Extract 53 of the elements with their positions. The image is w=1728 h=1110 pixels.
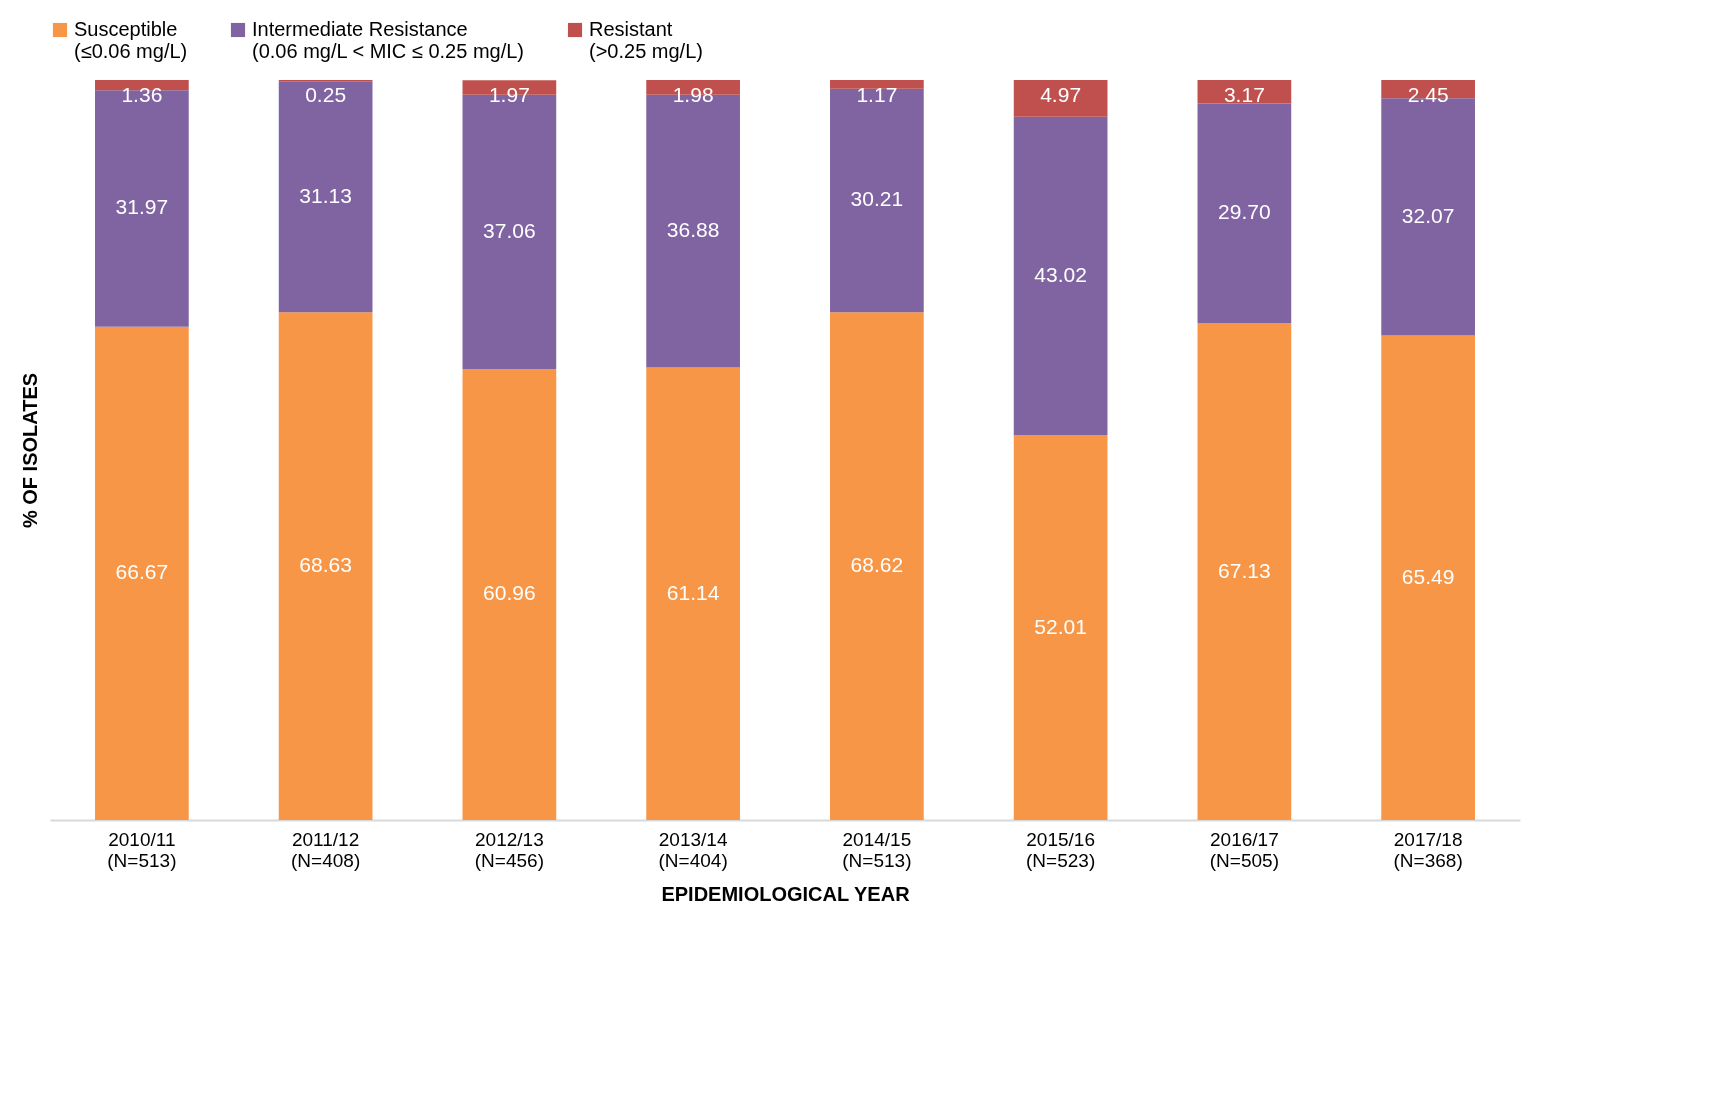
data-label: 68.62 [850,553,904,577]
x-tick-label: 2012/13 (N=456) [474,828,544,871]
data-label: 3.17 [1223,83,1265,107]
bar [830,88,924,313]
data-label: 66.67 [115,560,169,584]
data-label: 68.63 [299,553,352,577]
data-label: 1.36 [121,83,163,107]
x-tick-label: 2011/12 (N=408) [291,828,361,871]
bar [95,326,189,820]
data-label: 1.17 [856,83,898,107]
data-label: 65.49 [1401,564,1455,588]
bar [1013,80,1108,117]
x-tick-label: 2014/15 (N=513) [842,828,912,871]
bar [1197,80,1292,104]
bar [1013,116,1108,436]
data-label: 31.97 [115,195,169,219]
y-axis-title: % OF ISOLATES [18,372,41,529]
data-label: 60.96 [483,581,536,605]
data-label: 67.13 [1218,558,1271,582]
data-label: 31.13 [299,184,352,208]
bar [1013,435,1108,820]
x-tick-label: 2016/17 (N=505) [1209,828,1279,871]
data-label: 36.88 [666,218,720,242]
data-label: 1.98 [672,83,714,107]
data-label: 1.97 [488,83,530,107]
data-label: 32.07 [1401,203,1455,227]
legend-label: Susceptible (≤0.06 mg/L) [74,18,188,62]
data-label: 43.02 [1034,263,1087,287]
bar [646,367,740,820]
bar [1197,323,1292,820]
data-label: 30.21 [850,187,904,211]
data-label: 52.01 [1034,614,1087,638]
x-axis-title: EPIDEMIOLOGICAL YEAR [661,882,911,905]
bar [95,90,189,327]
bar [278,81,373,313]
x-tick-label: 2017/18 (N=368) [1393,828,1463,871]
bar [1197,103,1292,324]
data-label: 0.25 [305,83,347,106]
data-label: 61.14 [666,580,720,604]
data-label: 2.45 [1407,83,1449,106]
bar [830,80,924,89]
legend-label: Resistant (>0.25 mg/L) [589,18,703,62]
x-tick-label: 2010/11 (N=513) [107,828,177,871]
data-label: 4.97 [1040,83,1082,107]
bar [1381,335,1475,820]
bar [278,312,373,820]
legend-label: Intermediate Resistance (0.06 mg/L < MIC ≤ 0.25 mg/L) [252,18,525,62]
x-tick-label: 2015/16 (N=523) [1026,828,1096,871]
bar [830,312,924,820]
data-label: 37.06 [483,218,536,242]
x-tick-label: 2013/14 (N=404) [658,828,728,871]
bar [462,368,557,820]
data-label: 29.70 [1218,200,1271,224]
